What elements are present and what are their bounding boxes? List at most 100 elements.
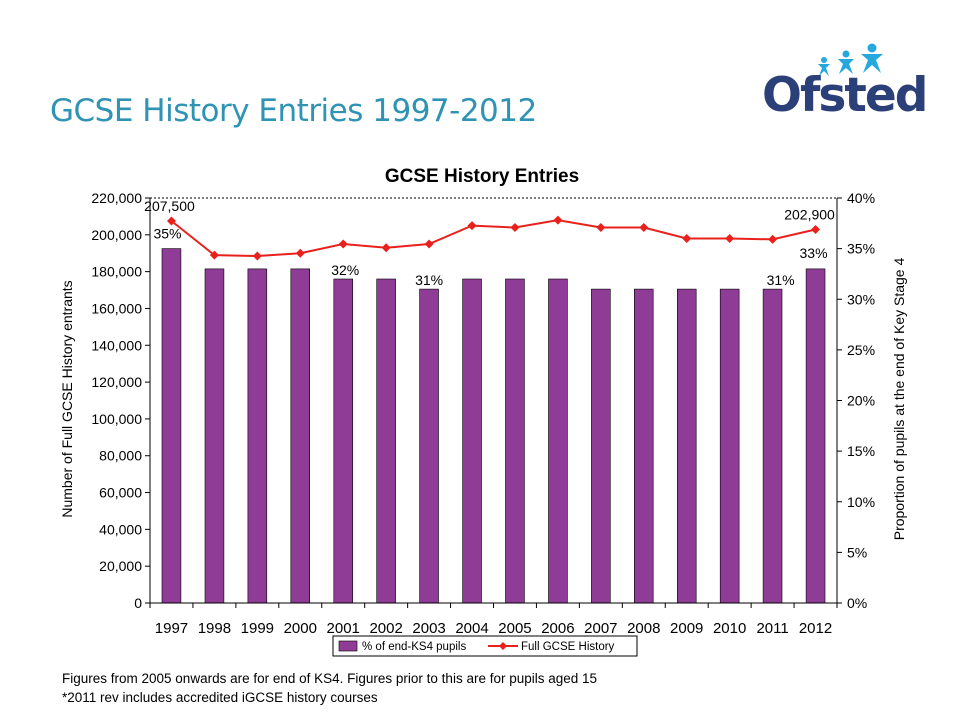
left-tick-label: 220,000 [91,190,142,206]
left-tick-label: 60,000 [99,485,142,501]
bar-2003 [419,288,439,604]
x-tick-label: 2009 [670,620,703,637]
left-tick-label: 100,000 [91,411,142,427]
x-tick-label: 1998 [198,620,231,637]
right-tick-label: 15% [847,443,875,459]
line-point-2011 [768,234,778,244]
line-point-1997 [166,216,176,226]
x-tick-label: 2005 [498,620,531,637]
bar-2001 [333,278,353,604]
footnotes: Figures from 2005 onwards are for end of… [62,669,597,707]
bar-label: 31% [415,272,443,288]
legend-bar-swatch [338,640,358,652]
x-tick-label: 2006 [541,620,574,637]
right-tick-label: 25% [847,342,875,358]
line-point-2001 [338,239,348,249]
line-point-1999 [252,251,262,261]
line-point-2005 [510,222,520,232]
bar-2000 [290,268,310,604]
left-tick-label: 180,000 [91,264,142,280]
logo-wordmark: Ofsted [762,68,928,123]
line-label: 207,500 [144,198,195,214]
bar-2009 [676,288,697,604]
right-tick-label: 0% [847,595,867,611]
left-tick-label: 140,000 [91,337,142,353]
bar-2008 [633,288,654,604]
left-tick-label: 20,000 [99,558,142,574]
left-axis-ticks: 0 20,000 40,000 60,000 80,000 100,000 120,000 1… [91,190,150,611]
line-point-2002 [381,243,391,253]
bar-2005 [505,278,525,604]
bar-2004 [462,278,482,604]
bar-series [161,248,826,604]
bar-label: 31% [767,272,795,288]
data-labels: 35% 32% 31% 31% 33% 207,500 202,900 [144,198,835,288]
line-point-2007 [596,222,606,232]
x-axis-ticks: 1997 1998 1999 2000 2001 2002 2003 2004 2005 2006… [149,603,838,637]
x-tick-label: 2010 [713,620,746,637]
chart-title: GCSE History Entries [385,166,579,187]
x-tick-label: 2002 [369,620,402,637]
left-axis-label: Number of Full GCSE History entrants [59,280,75,517]
bar-1998 [204,268,225,604]
right-axis-label: Proportion of pupils at the end of Key S… [891,258,907,541]
slide-title: GCSE History Entries 1997-2012 [50,93,537,129]
left-tick-label: 0 [134,595,142,611]
left-tick-label: 120,000 [91,374,142,390]
right-tick-label: 35% [847,241,875,257]
legend-line-label: Full GCSE History [521,641,615,653]
line-label: 202,900 [784,206,835,222]
x-tick-label: 2011 [756,620,788,637]
line-series [166,215,821,261]
x-tick-label: 2000 [284,620,317,637]
left-tick-label: 40,000 [99,521,142,537]
line-full-gcse-history [170,219,816,258]
right-tick-label: 20% [847,393,875,409]
right-tick-label: 30% [847,291,875,307]
line-point-1998 [209,250,219,260]
bar-label: 33% [800,245,828,261]
x-tick-label: 2003 [412,620,445,637]
left-tick-label: 80,000 [99,448,142,464]
legend-box [332,635,638,657]
right-tick-label: 40% [847,190,875,206]
x-tick-label: 2004 [455,620,488,637]
legend: % of end-KS4 pupils Full GCSE History [332,635,638,657]
x-tick-label: 2007 [584,620,617,637]
right-axis-ticks: 0% 5% 10% 15% 20% 25% 30% 35% 40% [837,190,875,611]
ofsted-logo: Ofsted [762,40,928,130]
left-tick-label: 200,000 [91,227,142,243]
bar-2011 [762,288,783,604]
bar-1997 [161,248,182,604]
footnote-2: *2011 rev includes accredited iGCSE hist… [62,690,378,705]
bar-1999 [247,268,268,604]
line-point-2000 [295,248,305,258]
line-point-2009 [682,234,692,243]
bar-label: 35% [153,226,181,242]
footnote-1: Figures from 2005 onwards are for end of… [62,671,598,686]
right-tick-label: 10% [847,494,875,510]
line-point-2010 [725,234,735,243]
line-point-2006 [553,215,563,225]
x-tick-label: 1999 [241,620,274,637]
stars-icon [818,43,883,76]
line-point-2004 [467,221,477,231]
bar-2006 [548,278,568,604]
gcse-history-chart: GCSE History Entries 0 20,000 40,000 60,000… [59,166,907,657]
left-tick-label: 160,000 [91,300,142,316]
right-tick-label: 5% [847,544,867,560]
x-tick-label: 2012 [799,620,832,637]
x-tick-label: 1997 [155,620,188,637]
legend-bar-label: % of end-KS4 pupils [362,641,466,653]
x-tick-label: 2008 [627,620,660,637]
bar-2002 [376,278,396,604]
line-point-2008 [639,222,649,232]
line-point-2003 [424,239,434,249]
bar-label: 32% [331,262,359,278]
x-tick-label: 2001 [327,620,360,637]
line-point-2012 [811,224,821,234]
legend-line-marker [499,642,507,650]
bar-2012 [805,268,826,604]
bar-2010 [719,288,740,604]
bar-2007 [591,288,611,604]
